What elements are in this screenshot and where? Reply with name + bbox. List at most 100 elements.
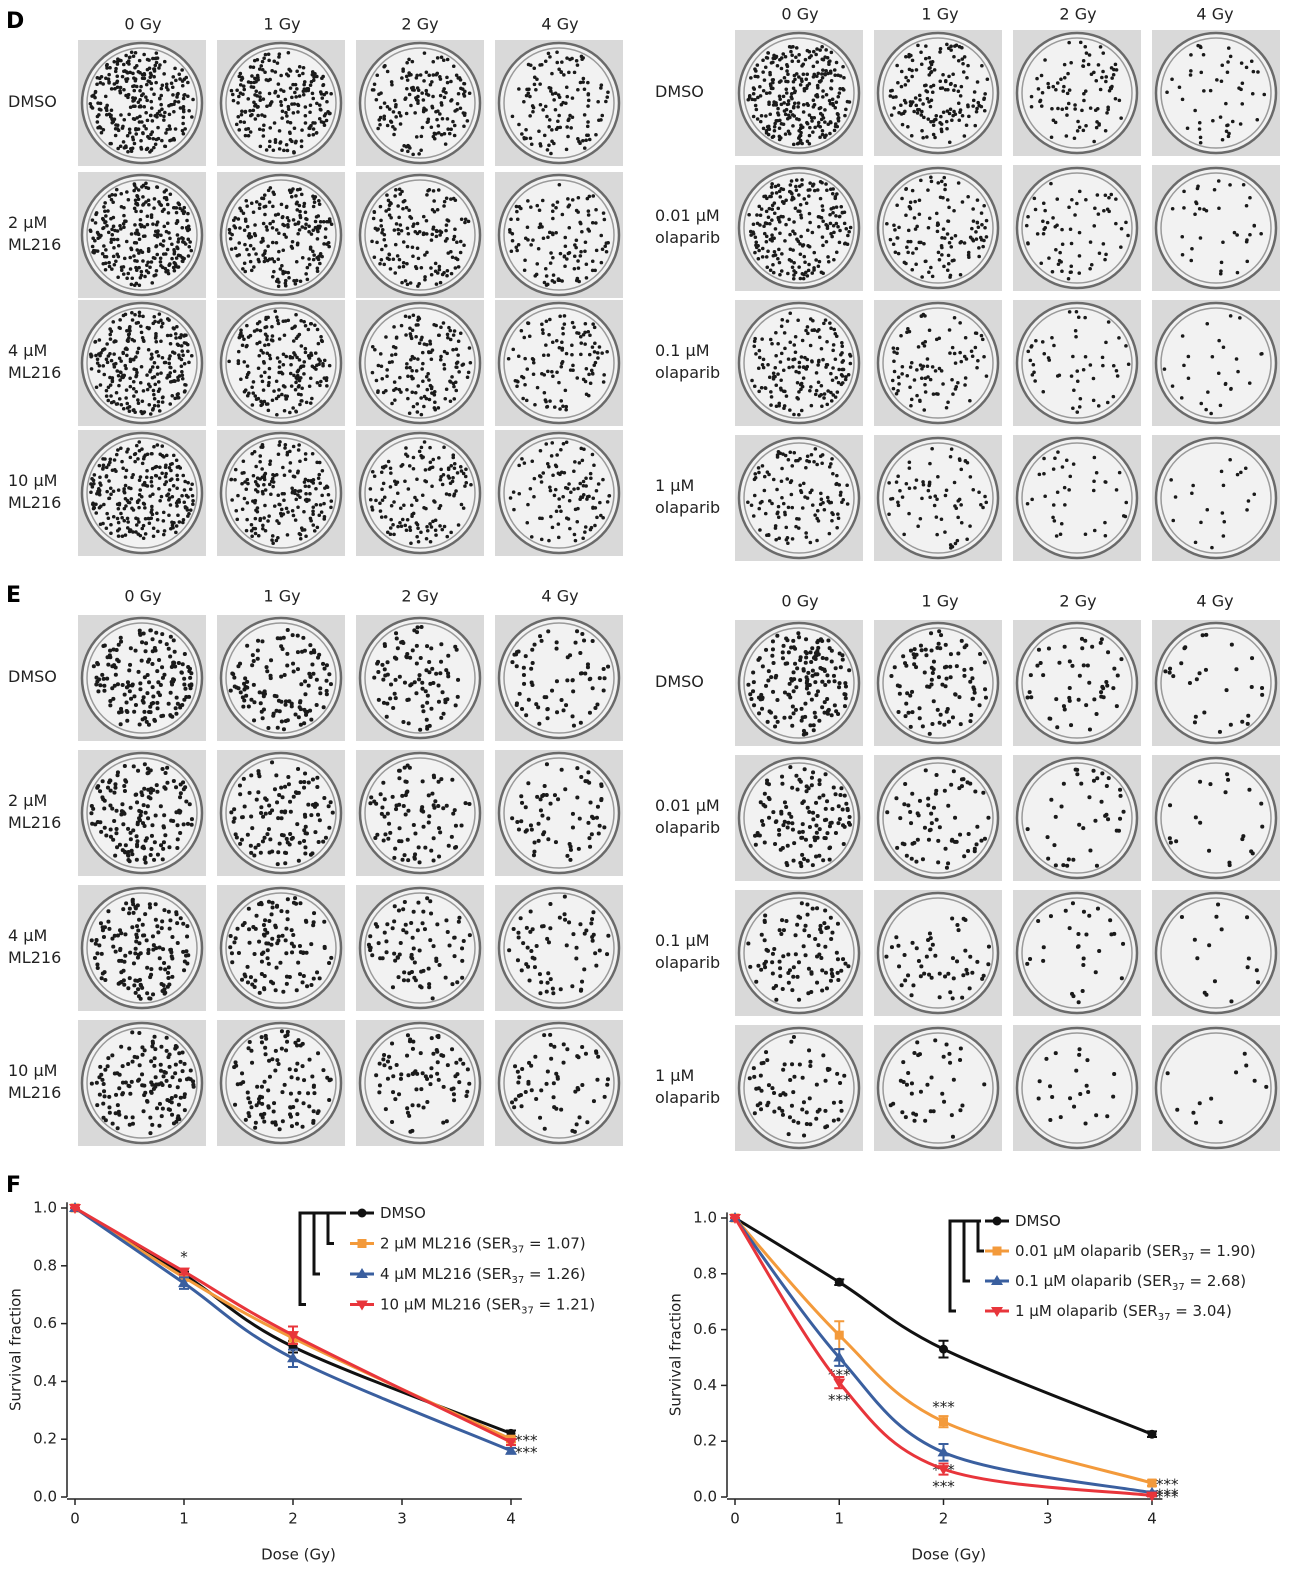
legend-text: 0.01 μM olaparib (SER [1015,1242,1182,1260]
column-header: 4 Gy [1196,5,1233,24]
colonies [510,762,607,862]
colonies [370,187,471,288]
significance: *** [932,1398,955,1416]
legend-text: = 1.21) [534,1295,595,1313]
dish-inner-rim [364,307,476,419]
dish-rim [497,1021,621,1145]
dish-inner-rim [503,437,615,549]
colonies [1029,40,1123,144]
significance: *** [828,1391,851,1409]
dish-rim [497,173,621,297]
dish [874,1025,1002,1151]
colonies [507,894,611,996]
dish [217,885,345,1011]
dish-rim [358,751,482,875]
dish [78,885,206,1011]
dish-inner-rim [882,37,994,149]
dish-rim [358,431,482,555]
colonies [885,175,989,279]
colonies [1025,901,1126,1005]
column-header: 0 Gy [781,5,818,24]
dish [217,40,345,166]
colonies [228,628,333,732]
x-tick-label: 4 [1147,1510,1157,1528]
dish [217,430,345,556]
legend-text: 37 [1158,1312,1171,1323]
dish [356,40,484,166]
colonies [747,1035,847,1138]
row-label-line: 1 μM [655,476,694,495]
dish [1152,620,1280,746]
data-point [937,1465,950,1476]
dish-inner-rim [86,437,198,549]
row-label-line: 0.01 μM [655,796,720,815]
data-point [833,1351,846,1362]
colonies [368,440,473,546]
data-point [1146,1491,1158,1502]
column-header: 1 Gy [263,587,300,606]
colonies [1025,767,1126,868]
dish-inner-rim [882,172,994,284]
dish [1152,30,1280,156]
legend-text: = 1.07) [524,1234,585,1252]
data-point [357,1239,367,1248]
y-tick-label: 0.2 [693,1432,717,1450]
dish [78,172,206,298]
colonies [232,1029,333,1132]
dish [1152,1025,1280,1151]
dish [874,30,1002,156]
dish [78,615,206,741]
dish [356,300,484,426]
dish [356,615,484,741]
dish [78,430,206,556]
dish-rim [497,301,621,425]
data-point [1147,1429,1157,1439]
dish-rim [876,166,1000,290]
dish [1152,890,1280,1016]
dish [735,300,863,426]
dish [217,1020,345,1146]
row-label: 2 μM ML216 [8,791,61,832]
dish [735,435,863,561]
fit-curve [74,1206,512,1444]
colonies [507,183,610,287]
dish-rim [1154,31,1278,155]
data-point [939,1417,948,1427]
dish-rim [737,436,861,560]
dish [1152,300,1280,426]
panel-label: F [6,1173,21,1198]
colonies [229,760,335,867]
dish [735,165,863,291]
significance: *** [515,1432,538,1450]
row-label-line: DMSO [655,82,704,101]
dish [495,885,623,1011]
colonies [746,44,852,147]
column-header: 2 Gy [1059,5,1096,24]
dish [874,620,1002,746]
colonies [1165,43,1267,145]
column-header: 0 Gy [781,592,818,611]
colonies [506,314,609,412]
dish-inner-rim [225,179,337,291]
dish-rim [358,886,482,1010]
x-tick-label: 4 [506,1510,516,1528]
dish [1152,165,1280,291]
dish [1013,890,1141,1016]
colonies [885,768,991,870]
dish [495,750,623,876]
colonies [750,311,853,417]
y-tick-label: 0.6 [33,1314,57,1332]
dish [735,30,863,156]
fit-curve [733,1217,1153,1485]
colonies [510,50,610,156]
dish-inner-rim [1021,897,1133,1009]
significance: *** [1156,1488,1179,1506]
legend-text: 4 μM ML216 (SER [380,1265,512,1283]
dish-rim [358,1021,482,1145]
dish-inner-rim [225,622,337,734]
colonies [1170,179,1263,276]
x-axis-title: Dose (Gy) [911,1546,986,1564]
column-header: 4 Gy [541,15,578,34]
dish-inner-rim [503,1027,615,1139]
